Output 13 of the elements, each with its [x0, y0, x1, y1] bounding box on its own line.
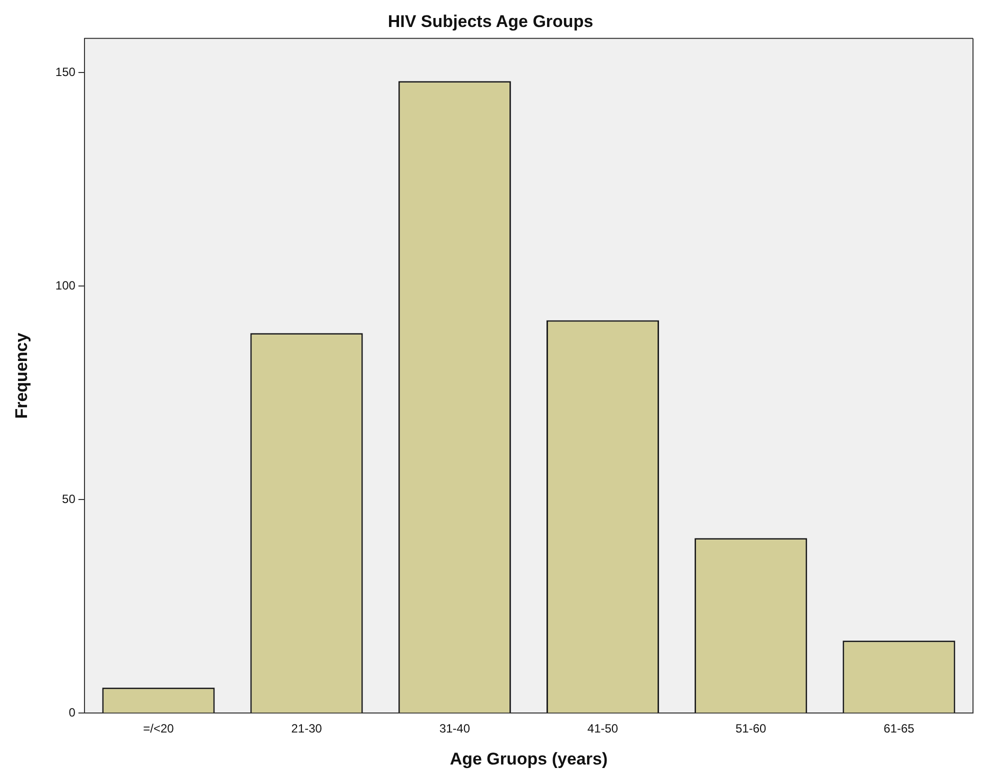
x-tick-label: 41-50	[587, 722, 618, 736]
x-tick-label: 61-65	[884, 722, 915, 736]
chart-title: HIV Subjects Age Groups	[388, 12, 594, 31]
y-tick-label: 150	[55, 64, 76, 79]
y-tick-label: 100	[55, 278, 76, 292]
x-tick-label: 51-60	[736, 722, 767, 736]
y-axis-title: Frequency	[12, 332, 31, 419]
x-tick-label: 31-40	[439, 722, 470, 736]
x-axis-title: Age Gruops (years)	[450, 749, 608, 768]
x-tick-label: =/<20	[143, 722, 174, 736]
x-tick-label: 21-30	[291, 722, 322, 736]
y-tick-label: 0	[68, 706, 76, 720]
y-tick-label: 50	[62, 492, 76, 506]
